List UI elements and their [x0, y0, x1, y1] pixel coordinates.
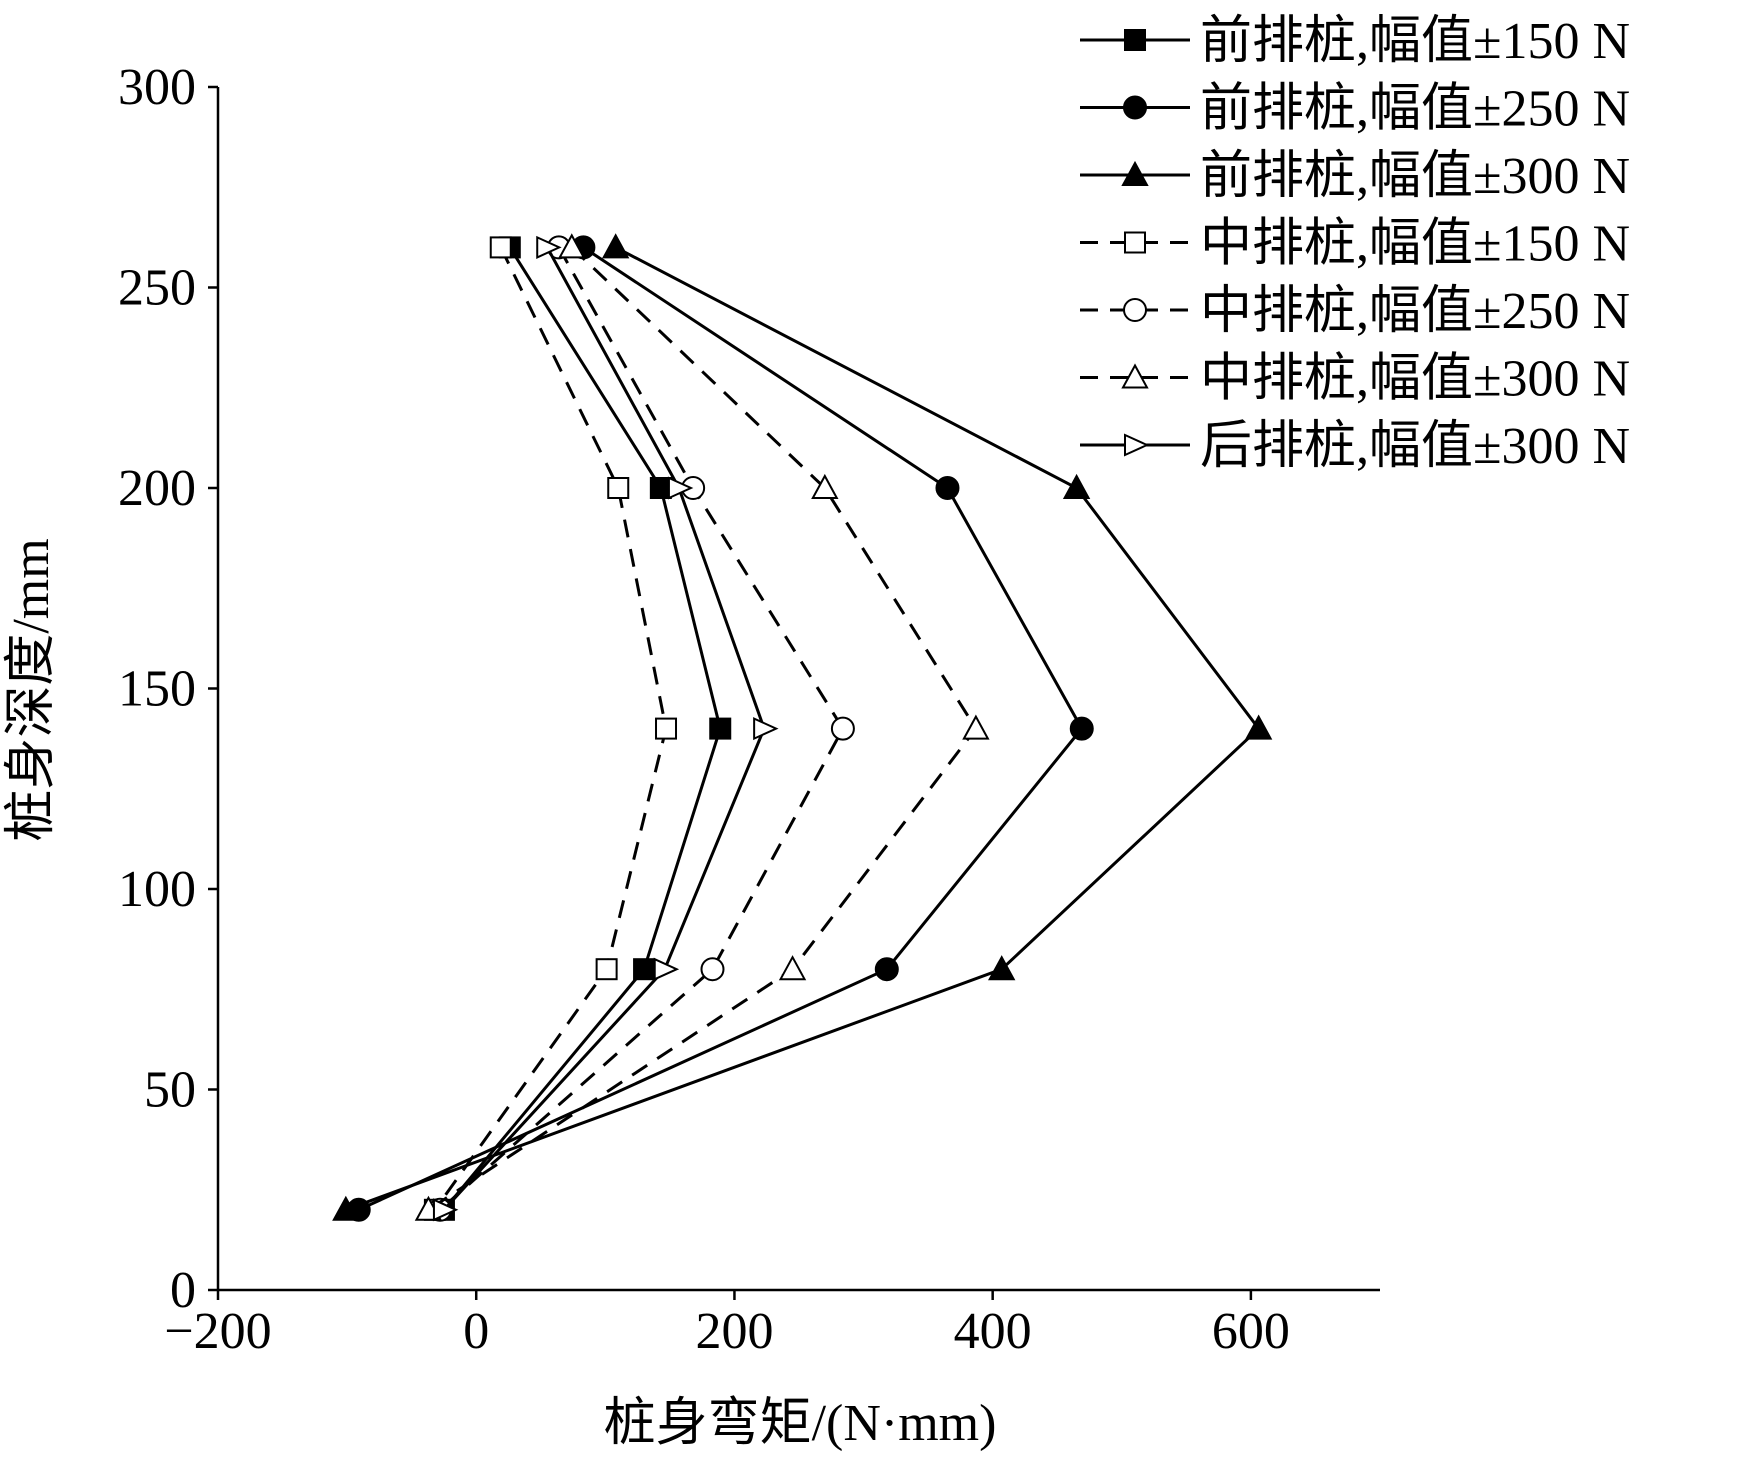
- x-axis-label: 桩身弯矩/(N·mm): [604, 1394, 997, 1452]
- data-point: [653, 957, 680, 981]
- x-tick-label: 600: [1212, 1303, 1290, 1360]
- data-point: [432, 1198, 459, 1222]
- legend-marker: [1123, 95, 1147, 120]
- y-tick-label: 100: [118, 861, 196, 918]
- data-point: [558, 233, 586, 259]
- data-point: [601, 233, 630, 259]
- legend-marker: [1124, 29, 1146, 51]
- data-point: [935, 476, 960, 500]
- data-point: [633, 958, 656, 981]
- series-line: [439, 246, 845, 1211]
- data-point: [649, 477, 672, 499]
- data-point: [607, 477, 630, 499]
- data-point: [1062, 473, 1091, 499]
- legend-label: 中排桩,幅值±250 N: [1200, 283, 1630, 340]
- x-tick-label: 400: [954, 1303, 1032, 1360]
- data-point: [778, 955, 807, 981]
- legend-marker: [1124, 231, 1146, 254]
- data-point: [962, 714, 990, 740]
- data-point: [874, 957, 899, 982]
- data-point: [595, 958, 618, 981]
- y-tick-label: 250: [118, 260, 196, 317]
- y-tick-label: 150: [118, 661, 196, 718]
- data-point: [667, 476, 694, 500]
- legend-marker: [1121, 160, 1149, 186]
- y-tick-label: 50: [144, 1062, 196, 1119]
- data-point: [655, 717, 678, 740]
- data-point: [489, 236, 512, 259]
- legend-label: 后排桩,幅值±300 N: [1200, 418, 1630, 475]
- data-point: [830, 716, 855, 741]
- y-tick-label: 0: [170, 1262, 196, 1319]
- legend-label: 前排桩,幅值±250 N: [1200, 81, 1630, 138]
- data-point: [709, 717, 732, 740]
- series-line: [433, 246, 668, 1211]
- x-tick-label: 0: [463, 1303, 489, 1360]
- legend-label: 前排桩,幅值±300 N: [1200, 148, 1630, 205]
- data-point: [988, 955, 1016, 981]
- legend-marker: [1123, 298, 1147, 322]
- data-point: [536, 235, 562, 259]
- legend-label: 前排桩,幅值±150 N: [1200, 13, 1630, 70]
- x-tick-label: −200: [164, 1303, 271, 1360]
- legend-marker: [1124, 433, 1150, 457]
- data-point: [1244, 714, 1273, 740]
- x-tick-label: 200: [695, 1303, 773, 1360]
- legend-label: 中排桩,幅值±150 N: [1200, 216, 1630, 273]
- y-tick-label: 300: [118, 59, 196, 116]
- data-point: [332, 1195, 360, 1221]
- data-point: [1069, 716, 1094, 741]
- data-point: [700, 957, 725, 982]
- data-point: [753, 717, 779, 741]
- y-axis-label: 桩身深度/mm: [3, 538, 60, 841]
- legend-marker: [1121, 363, 1149, 389]
- legend-label: 中排桩,幅值±300 N: [1200, 351, 1630, 408]
- y-tick-label: 200: [118, 460, 196, 517]
- data-point: [811, 473, 839, 499]
